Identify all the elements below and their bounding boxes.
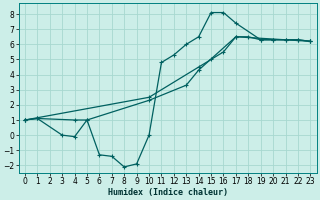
- X-axis label: Humidex (Indice chaleur): Humidex (Indice chaleur): [108, 188, 228, 197]
